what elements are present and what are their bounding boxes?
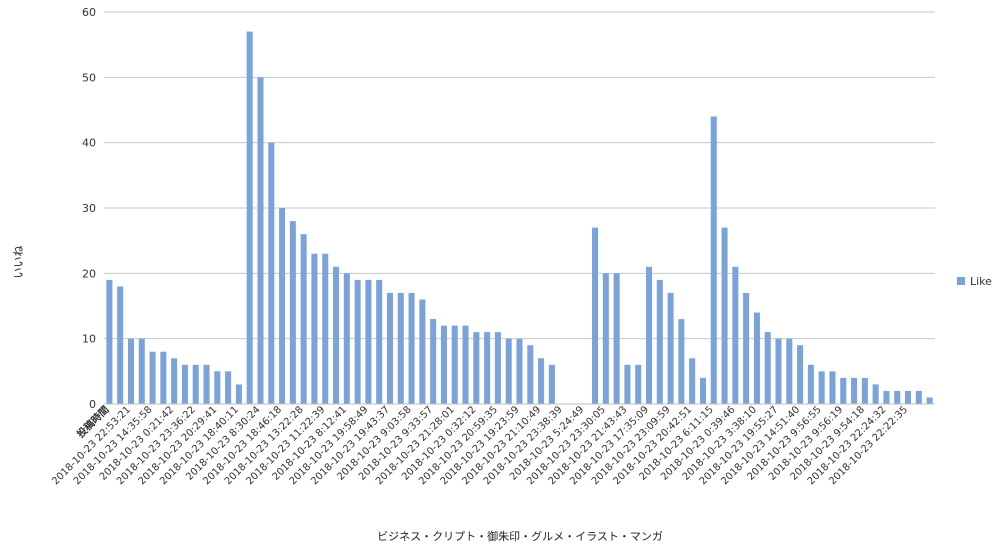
bar xyxy=(656,279,663,404)
bar xyxy=(775,338,782,404)
bar xyxy=(872,384,879,404)
bar xyxy=(289,221,296,404)
bar xyxy=(645,266,653,404)
bar xyxy=(246,31,253,404)
bar xyxy=(203,364,210,404)
bar xyxy=(171,358,178,404)
bar xyxy=(743,292,750,404)
bar xyxy=(818,371,825,404)
legend-swatch xyxy=(957,277,965,285)
bar xyxy=(538,358,545,404)
bar xyxy=(753,312,760,404)
bar xyxy=(851,377,858,404)
bar xyxy=(613,273,620,404)
bar xyxy=(376,279,383,404)
bar xyxy=(786,338,793,404)
bar xyxy=(106,279,113,404)
bar xyxy=(926,397,933,404)
bar xyxy=(386,292,394,404)
bar xyxy=(181,364,188,404)
bar xyxy=(300,234,307,404)
y-tick-label: 50 xyxy=(82,71,96,84)
bar xyxy=(689,358,696,404)
bar xyxy=(257,77,264,404)
bar xyxy=(894,390,901,404)
bar xyxy=(419,299,426,404)
bar xyxy=(516,338,523,404)
y-tick-label: 60 xyxy=(82,6,96,19)
bar xyxy=(721,227,728,404)
y-tick-label: 10 xyxy=(82,333,96,346)
bar xyxy=(354,279,361,404)
bar xyxy=(494,332,501,404)
bar xyxy=(473,332,480,404)
bar xyxy=(440,325,447,404)
bar xyxy=(397,292,404,404)
y-tick-label: 40 xyxy=(82,137,96,150)
bar xyxy=(127,338,134,404)
bar xyxy=(840,377,847,404)
y-tick-label: 20 xyxy=(82,267,96,280)
bar xyxy=(225,371,232,404)
bar xyxy=(214,371,221,404)
bar xyxy=(268,142,275,405)
bar xyxy=(732,266,739,404)
bar xyxy=(829,371,836,404)
bar xyxy=(548,364,555,404)
bar xyxy=(635,364,642,404)
bar xyxy=(451,325,458,404)
bar xyxy=(710,116,717,404)
bar xyxy=(592,227,599,404)
bar xyxy=(279,208,286,404)
bar xyxy=(484,332,491,404)
y-axis-ticks: 0 10 20 30 40 50 60 xyxy=(82,6,96,411)
bar xyxy=(667,292,674,404)
legend-label: Like xyxy=(970,275,992,288)
legend: Like xyxy=(957,275,992,288)
bar xyxy=(408,292,415,404)
bar xyxy=(462,325,469,404)
bar xyxy=(527,345,534,404)
grid-lines xyxy=(104,11,935,340)
y-tick-label: 0 xyxy=(89,398,96,411)
bar xyxy=(797,345,804,404)
bar xyxy=(430,319,437,404)
bar xyxy=(602,273,609,404)
bar xyxy=(322,253,329,404)
bar xyxy=(678,319,685,404)
bar xyxy=(505,338,512,404)
bar xyxy=(117,286,124,404)
x-axis-title: ビジネス・クリプト・御朱印・グルメ・イラスト・マンガ xyxy=(377,529,663,543)
bar xyxy=(905,390,912,404)
bar xyxy=(764,332,771,404)
bar xyxy=(149,351,156,404)
bar xyxy=(624,364,631,404)
bar xyxy=(192,364,199,404)
bar xyxy=(883,390,890,404)
bar xyxy=(699,377,706,404)
y-axis-title: いいね xyxy=(12,246,25,279)
bar xyxy=(807,364,814,404)
bar xyxy=(138,338,145,404)
bar xyxy=(333,266,340,404)
bar xyxy=(861,377,868,404)
y-tick-label: 30 xyxy=(82,202,96,215)
bar xyxy=(343,273,350,404)
bar xyxy=(915,390,922,404)
bar xyxy=(160,351,167,404)
bar-series xyxy=(106,31,933,405)
bar xyxy=(311,253,318,404)
bar xyxy=(365,279,372,404)
bar xyxy=(235,384,242,404)
